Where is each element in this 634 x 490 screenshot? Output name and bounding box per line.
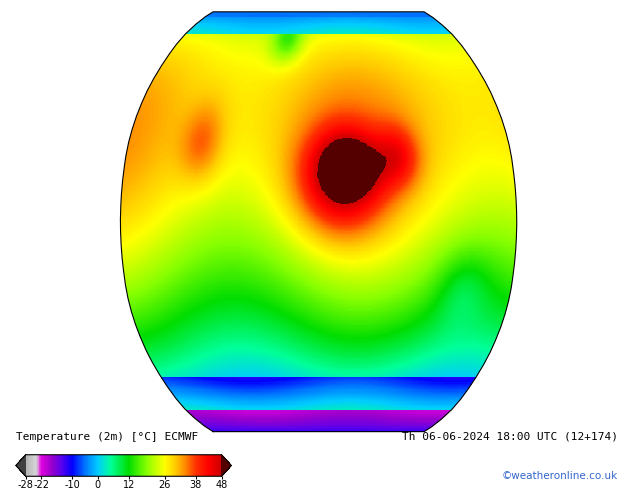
Text: Th 06-06-2024 18:00 UTC (12+174): Th 06-06-2024 18:00 UTC (12+174) <box>402 432 618 442</box>
Text: Temperature (2m) [°C] ECMWF: Temperature (2m) [°C] ECMWF <box>16 432 198 442</box>
PathPatch shape <box>222 455 231 476</box>
Text: ©weatheronline.co.uk: ©weatheronline.co.uk <box>502 471 618 481</box>
PathPatch shape <box>16 455 25 476</box>
